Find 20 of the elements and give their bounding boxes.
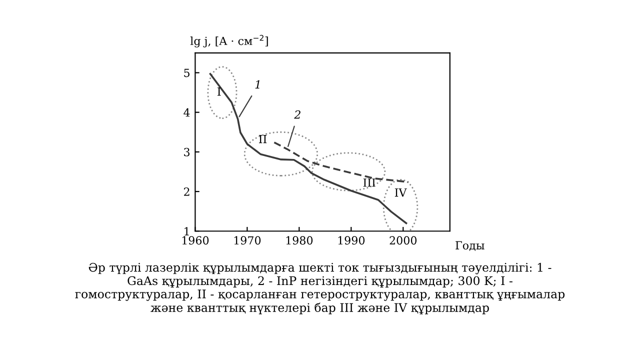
y-tick-label: 5 (184, 68, 190, 78)
y-tick-label: 1 (184, 227, 189, 236)
line-series (209, 73, 408, 224)
x-axis-title: Годы (456, 241, 484, 251)
y-axis-title: lg j, [A · см$^{−2}$] (190, 34, 268, 48)
annotation: IV (394, 188, 407, 197)
x-tick-label: 1990 (338, 236, 365, 245)
y-tick-label: 3 (184, 148, 190, 156)
annotation: III (363, 178, 376, 187)
text: 1 (255, 80, 260, 88)
x-tick-label: 2000 (390, 236, 417, 245)
annotation: I (218, 87, 221, 96)
x-tick-label: 1980 (286, 236, 313, 245)
annotation: II (259, 135, 267, 144)
x-tick-label: 1970 (234, 236, 261, 245)
text: 2 (294, 110, 300, 119)
x-tick-label: 1960 (182, 236, 209, 245)
y-tick-label: 2 (184, 187, 190, 196)
y-tick-label: 4 (184, 108, 190, 117)
text: Әр түрлі лазерлік құрылымдарға шекті ток тығыздығының тәуелділігі: 1 - GaAs құрылымдары, 2 - InP негізіндегі құрылымдар; 300 K; I - гомоструктуралар, II - қосарланған гетероструктуралар, кванттық ұңғымалар және кванттық нүктелері бар III және IV құрылымдар (75, 262, 565, 314)
